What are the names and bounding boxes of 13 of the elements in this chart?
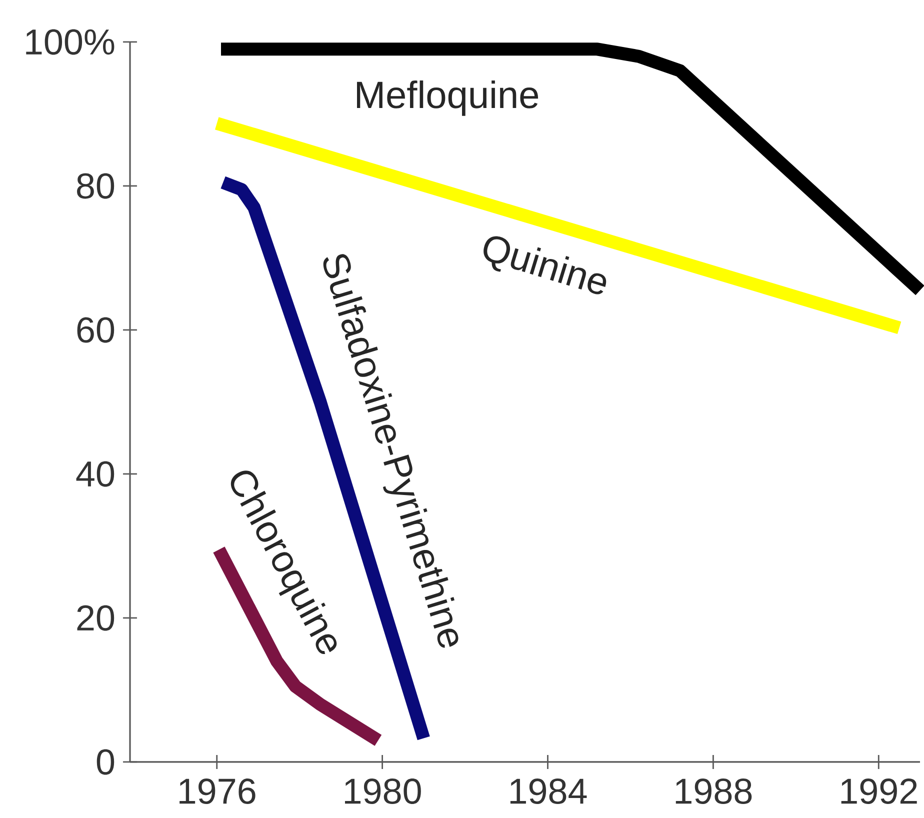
text: Quinine	[484, 236, 606, 294]
x-tick-label: 1980	[345, 778, 421, 804]
x-tick-label: 1988	[676, 778, 752, 804]
series-label: Mefloquine	[357, 80, 538, 116]
y-tick-label: 80	[77, 173, 114, 199]
y-tick-label: 100%	[26, 29, 114, 55]
x-tick-label: 1984	[510, 778, 587, 804]
x-tick-label: 1976	[180, 778, 256, 804]
x-tick-label: 1992	[841, 778, 917, 804]
y-tick-label: 60	[77, 317, 114, 343]
y-tick-label: 0	[96, 749, 114, 775]
y-tick-label: 20	[77, 605, 114, 631]
y-tick-label: 40	[76, 461, 114, 487]
